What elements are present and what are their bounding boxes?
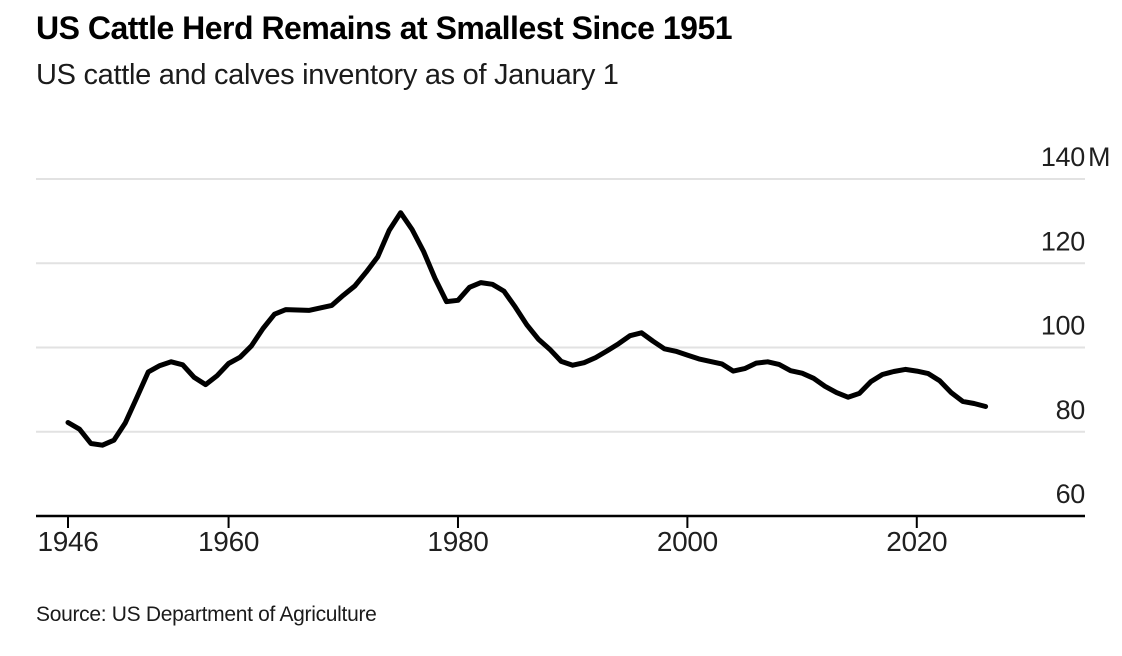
- inventory-data-line: [65, 210, 989, 448]
- x-axis-tick-label: 2020: [886, 526, 947, 557]
- chart-subtitle: US cattle and calves inventory as of Jan…: [36, 59, 619, 91]
- y-axis-tick-label: 140: [1041, 142, 1085, 172]
- x-axis-tick-label: 1946: [37, 526, 98, 557]
- x-axis-tick-label: 1960: [198, 526, 259, 557]
- y-axis-unit-label: M: [1088, 142, 1111, 172]
- y-axis-tick-label: 80: [1056, 395, 1085, 425]
- x-axis-tick-label: 2000: [657, 526, 718, 557]
- x-axis-tick-label: 1980: [427, 526, 488, 557]
- source-note: Source: US Department of Agriculture: [36, 603, 377, 626]
- y-axis-tick-label: 120: [1041, 226, 1085, 256]
- y-axis-tick-label: 100: [1041, 311, 1085, 341]
- chart-title: US Cattle Herd Remains at Smallest Since…: [36, 10, 733, 46]
- y-axis-tick-label: 60: [1056, 479, 1085, 509]
